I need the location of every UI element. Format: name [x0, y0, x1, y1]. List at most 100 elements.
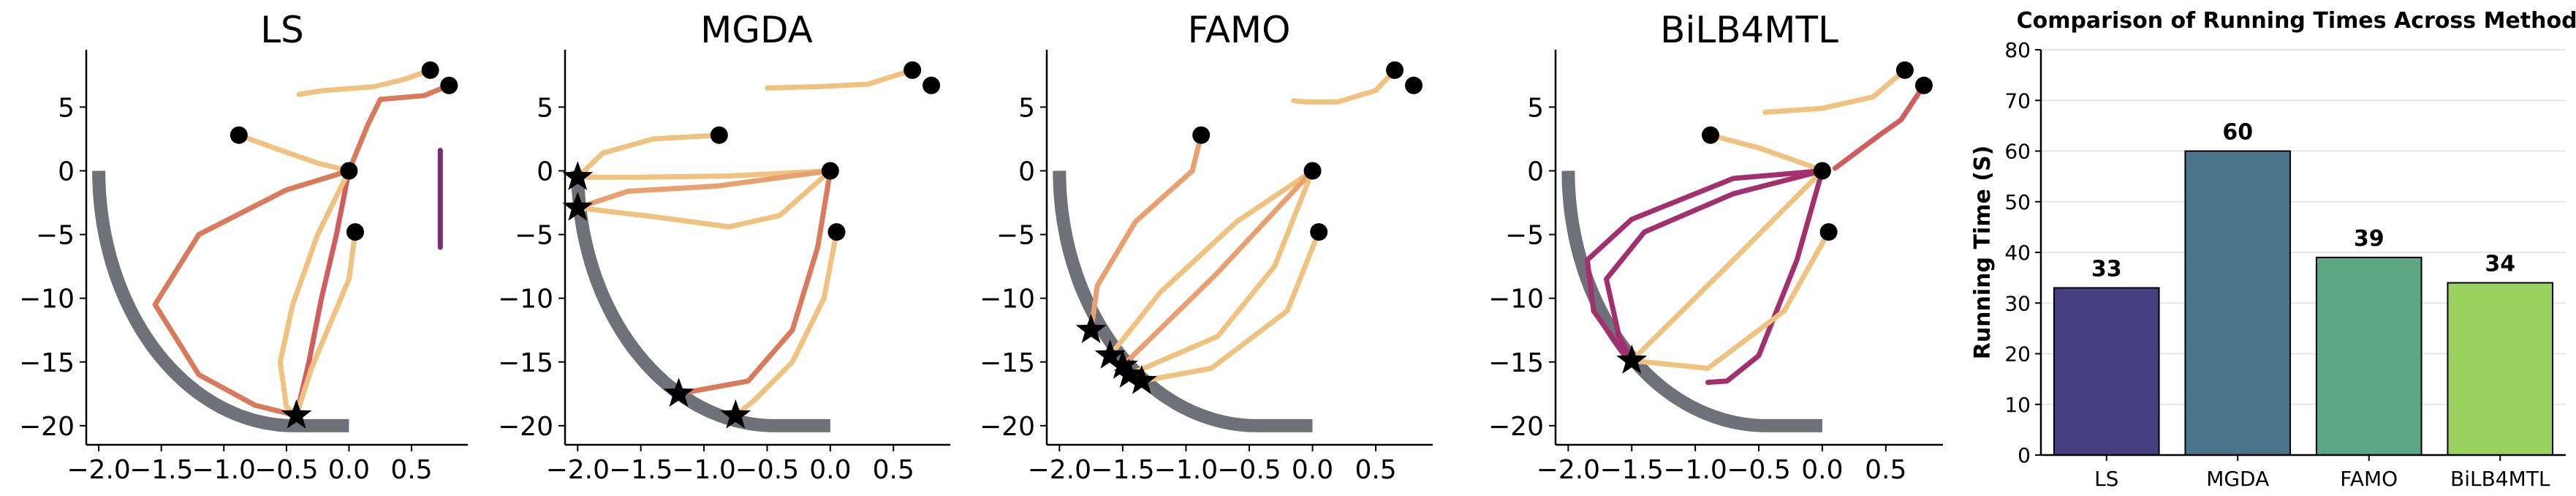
ls-x-tick-label: 0.5	[390, 455, 432, 485]
mgda-start-point-4	[827, 223, 846, 241]
mgda-x-tick-label: −1.5	[609, 455, 673, 485]
ls-trajectory-1	[346, 83, 452, 173]
mgda-y-tick-label: −20	[498, 412, 553, 442]
mgda-trajectory-5	[676, 168, 833, 397]
famo-start-point-1	[1405, 76, 1423, 94]
bilb4mtl-x-tick-label: −1.0	[1663, 455, 1727, 485]
ls-start-point-0	[421, 61, 439, 79]
ls-y-tick-label: 0	[58, 157, 75, 187]
bar-x-tick-label-famo: FAMO	[2340, 467, 2398, 491]
bar-x-tick-label-bilb4mtl: BiLB4MTL	[2450, 467, 2550, 491]
ls-panel: LS −2.0−1.5−1.0−0.5 0.0 0.5 5 0 −5 −10 −15 −20	[19, 9, 468, 485]
ls-pareto-front	[92, 170, 349, 432]
mgda-start-point-2	[710, 126, 728, 144]
ls-trajectory-0	[296, 67, 433, 97]
bilb4mtl-trajectory-2	[1708, 132, 1825, 173]
bilb4mtl-x-tick-label: −0.5	[1727, 455, 1790, 485]
famo-trajectory-1	[1088, 132, 1204, 333]
famo-end-star-2	[1107, 350, 1138, 379]
mgda-trajectory-3	[575, 168, 833, 211]
famo-x-tick-label: 0.0	[1292, 455, 1333, 485]
mgda-end-star-3	[720, 399, 751, 429]
mgda-x-tick-label: −2.0	[546, 455, 610, 485]
famo-end-star-1	[1094, 339, 1126, 369]
mgda-end-star-0	[562, 161, 594, 190]
mgda-trajectory-6	[732, 229, 839, 418]
bilb4mtl-trajectory-0	[1762, 67, 1908, 115]
mgda-end-star-2	[663, 377, 694, 407]
ls-y-tick-label: 5	[58, 93, 75, 123]
bilb4mtl-y-tick-label: −15	[1488, 348, 1544, 378]
famo-y-tick-label: −20	[980, 412, 1035, 442]
mgda-trajectory-4	[575, 168, 833, 230]
mgda-end-star-1	[562, 192, 594, 221]
bilb4mtl-panel-title: BiLB4MTL	[1660, 9, 1838, 51]
ls-x-tick-label: −2.0	[67, 455, 130, 485]
bilb4mtl-trajectory-4	[1584, 168, 1825, 358]
famo-y-tick-label: −5	[996, 221, 1035, 251]
bar-famo	[2315, 256, 2422, 456]
mgda-start-point-3	[821, 162, 839, 180]
ls-trajectory-5	[277, 168, 352, 418]
ls-start-point-4	[346, 223, 364, 241]
bilb4mtl-trajectory-7	[1629, 229, 1832, 371]
mgda-x-tick-label: 0.0	[809, 455, 851, 485]
bar-chart-title: Comparison of Running Times Across Metho…	[2017, 8, 2576, 34]
famo-trajectory-5	[1139, 229, 1322, 384]
ls-x-tick-label: −1.5	[129, 455, 193, 485]
bilb4mtl-panel: BiLB4MTL −2.0 −1.5 −1.0 −0.5 0.0 0.5 5 0 −5 −10 −1…	[1488, 9, 1943, 485]
mgda-trajectory-1	[575, 132, 722, 180]
bar-y-tick-label: 10	[2004, 393, 2031, 417]
bar-y-tick-label: 60	[2004, 140, 2031, 164]
bar-y-tick-label: 0	[2018, 443, 2031, 467]
mgda-trajectory-2	[575, 168, 833, 180]
bilb4mtl-y-tick-label: −20	[1488, 412, 1544, 442]
ls-y-tick-label: −20	[19, 412, 75, 442]
mgda-panel-title: MGDA	[700, 9, 813, 51]
ls-y-tick-label: −10	[19, 285, 75, 315]
bar-x-tick-label-ls: LS	[2094, 467, 2118, 491]
bar-value-label-bilb4mtl: 34	[2485, 252, 2515, 277]
famo-panel-title: FAMO	[1188, 9, 1291, 51]
bar-mgda	[2184, 150, 2292, 456]
bilb4mtl-y-tick-label: −10	[1488, 285, 1544, 315]
ls-start-point-3	[340, 162, 358, 180]
mgda-x-tick-label: −0.5	[735, 455, 799, 485]
famo-y-tick-label: −10	[980, 285, 1035, 315]
mgda-y-tick-label: −5	[515, 221, 553, 251]
bilb4mtl-x-tick-label: −1.5	[1600, 455, 1664, 485]
bar-chart-ylabel: Running Time (S)	[1970, 146, 1996, 360]
bilb4mtl-trajectory-6	[1629, 168, 1825, 364]
bilb4mtl-start-point-4	[1819, 223, 1838, 241]
mgda-panel: MGDA −2.0−1.5−1.0−0.5 0.0 0.5 5 0 −5 −10 −15 −20	[498, 9, 950, 485]
bilb4mtl-trajectory-3	[1604, 168, 1825, 364]
bar-y-tick-label: 30	[2004, 291, 2031, 315]
bilb4mtl-start-point-3	[1813, 162, 1831, 180]
mgda-start-point-1	[923, 76, 941, 94]
bar-bilb4mtl	[2447, 282, 2554, 456]
famo-end-star-4	[1126, 364, 1157, 394]
mgda-x-tick-label: 0.5	[873, 455, 914, 485]
running-time-bar-chart: Comparison of Running Times Across Metho…	[1970, 8, 2576, 491]
famo-x-tick-label: −1.0	[1154, 455, 1218, 485]
famo-trajectory-3	[1120, 168, 1315, 369]
ls-panel-title: LS	[260, 9, 304, 51]
ls-trajectory-3	[152, 168, 352, 418]
bilb4mtl-trajectory-1	[1832, 83, 1927, 171]
famo-x-tick-label: −1.5	[1091, 455, 1154, 485]
mgda-y-tick-label: 0	[537, 157, 553, 187]
famo-panel: FAMO −2.0 −1.5 −1.0 −0.5 0.0 0.5 5 0 −5 −10 −15 −20	[980, 9, 1433, 485]
mgda-trajectory-0	[765, 67, 915, 91]
famo-start-point-2	[1192, 126, 1211, 144]
famo-x-tick-label: 0.5	[1355, 455, 1396, 485]
bar-y-tick-label: 20	[2004, 342, 2031, 367]
bar-y-tick-label: 80	[2004, 38, 2031, 62]
ls-start-point-1	[440, 76, 458, 94]
ls-trajectory-4	[294, 168, 352, 418]
ls-start-point-2	[230, 126, 248, 144]
bilb4mtl-trajectory-5	[1705, 168, 1825, 386]
bar-value-label-famo: 39	[2354, 226, 2384, 252]
ls-end-star-0	[281, 399, 312, 429]
famo-end-star-0	[1075, 314, 1107, 343]
